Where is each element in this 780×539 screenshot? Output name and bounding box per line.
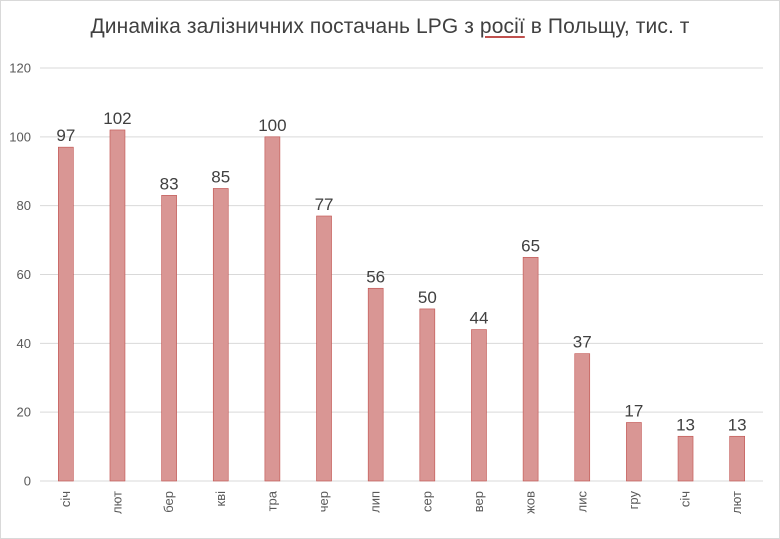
data-label: 13 xyxy=(676,415,695,434)
x-category-label: лип xyxy=(368,491,383,513)
y-tick-label: 60 xyxy=(17,267,31,282)
y-axis-ticks: 0 20 40 60 80 100 120 xyxy=(9,61,31,489)
y-tick-label: 120 xyxy=(9,61,31,76)
chart-title-part-1: Динаміка залізничних постачань LPG з xyxy=(90,15,480,38)
y-tick-label: 0 xyxy=(24,474,31,489)
bar xyxy=(729,435,745,482)
bar xyxy=(212,188,229,482)
gridlines xyxy=(40,67,763,482)
data-label: 102 xyxy=(103,109,131,128)
bar xyxy=(316,215,332,482)
bar xyxy=(419,308,436,482)
x-category-label: січ xyxy=(58,491,73,507)
data-label: 17 xyxy=(624,401,643,420)
data-label: 97 xyxy=(56,126,75,145)
chart-title: Динаміка залізничних постачань LPG з рос… xyxy=(0,15,780,39)
bar xyxy=(522,256,539,482)
y-tick-label: 40 xyxy=(17,336,31,351)
x-category-label: лют xyxy=(109,491,124,514)
x-category-label: гру xyxy=(626,491,641,510)
bar xyxy=(109,129,126,482)
data-label: 13 xyxy=(728,415,747,434)
bar xyxy=(161,195,177,482)
chart-title-part-2: росії xyxy=(479,15,525,38)
x-axis-categories: січ лют бер кві тра чер лип сер вер жов лис гру січ л… xyxy=(58,490,744,514)
data-label: 77 xyxy=(315,195,334,214)
bar xyxy=(626,422,642,482)
data-label: 37 xyxy=(573,333,592,352)
bar xyxy=(677,435,694,482)
data-label: 44 xyxy=(470,309,489,328)
y-tick-label: 80 xyxy=(17,198,31,213)
x-category-label: бер xyxy=(161,491,176,513)
bar xyxy=(367,287,384,482)
x-category-label: кві xyxy=(213,491,228,507)
data-label: 83 xyxy=(160,174,179,193)
bar xyxy=(471,329,487,482)
bar xyxy=(574,353,591,482)
bars xyxy=(58,129,745,482)
x-category-label: жов xyxy=(523,491,538,514)
data-label: 65 xyxy=(521,236,540,255)
data-labels: 97 102 83 85 100 77 56 50 44 65 37 17 13 13 xyxy=(56,109,746,434)
data-label: 100 xyxy=(258,116,286,135)
bar xyxy=(264,136,281,482)
x-category-label: січ xyxy=(678,491,693,507)
x-category-label: сер xyxy=(419,491,434,512)
x-category-label: чер xyxy=(316,491,331,512)
data-label: 50 xyxy=(418,288,437,307)
y-tick-label: 20 xyxy=(17,405,31,420)
y-tick-label: 100 xyxy=(9,129,31,144)
x-category-label: вер xyxy=(471,491,486,512)
data-label: 56 xyxy=(366,267,385,286)
chart-title-part-3: в Польщу, тис. т xyxy=(524,15,690,38)
data-label: 85 xyxy=(211,167,230,186)
x-category-label: тра xyxy=(264,490,279,511)
x-category-label: лют xyxy=(729,491,744,514)
bar xyxy=(58,146,74,482)
x-category-label: лис xyxy=(574,491,589,513)
